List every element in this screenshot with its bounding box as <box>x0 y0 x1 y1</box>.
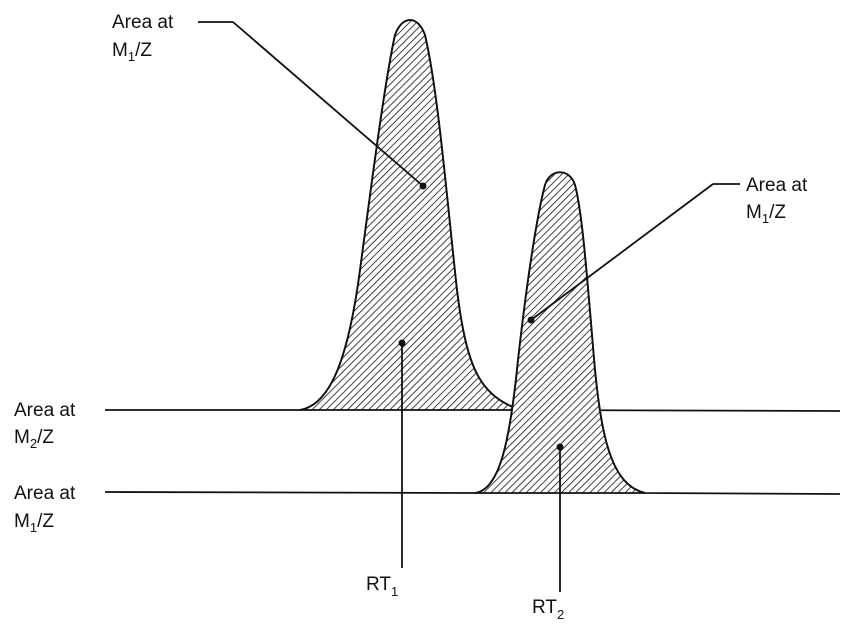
label-peak1-area: Area at M1/Z <box>112 12 174 64</box>
svg-text:M1/Z: M1/Z <box>746 202 786 226</box>
label-rt1: RT1 <box>366 574 398 599</box>
label-peak2-area: Area at M1/Z <box>746 175 808 226</box>
svg-text:M2/Z: M2/Z <box>14 427 54 451</box>
peak-1-fill <box>299 19 521 411</box>
svg-text:M1/Z: M1/Z <box>112 40 152 64</box>
rt1-dot <box>398 339 406 347</box>
svg-text:Area at: Area at <box>14 400 76 421</box>
lower-baseline-trace <box>104 171 841 495</box>
leader-line-peak1-diag <box>232 21 424 187</box>
label-baseline-m1: Area at M1/Z <box>14 483 76 535</box>
upper-baseline-trace <box>105 19 841 412</box>
svg-text:RT1: RT1 <box>366 574 398 599</box>
svg-text:Area at: Area at <box>746 175 808 196</box>
peak2-area-dot <box>527 316 535 324</box>
rt2-dot <box>556 443 564 451</box>
leader-line-peak2-diag <box>530 183 714 321</box>
svg-text:M1/Z: M1/Z <box>14 511 54 535</box>
peak1-area-dot <box>419 182 427 190</box>
label-baseline-m2: Area at M2/Z <box>14 400 76 451</box>
svg-text:Area at: Area at <box>14 483 76 504</box>
label-rt2: RT2 <box>532 597 564 622</box>
svg-text:Area at: Area at <box>112 12 174 33</box>
svg-text:RT2: RT2 <box>532 597 564 622</box>
